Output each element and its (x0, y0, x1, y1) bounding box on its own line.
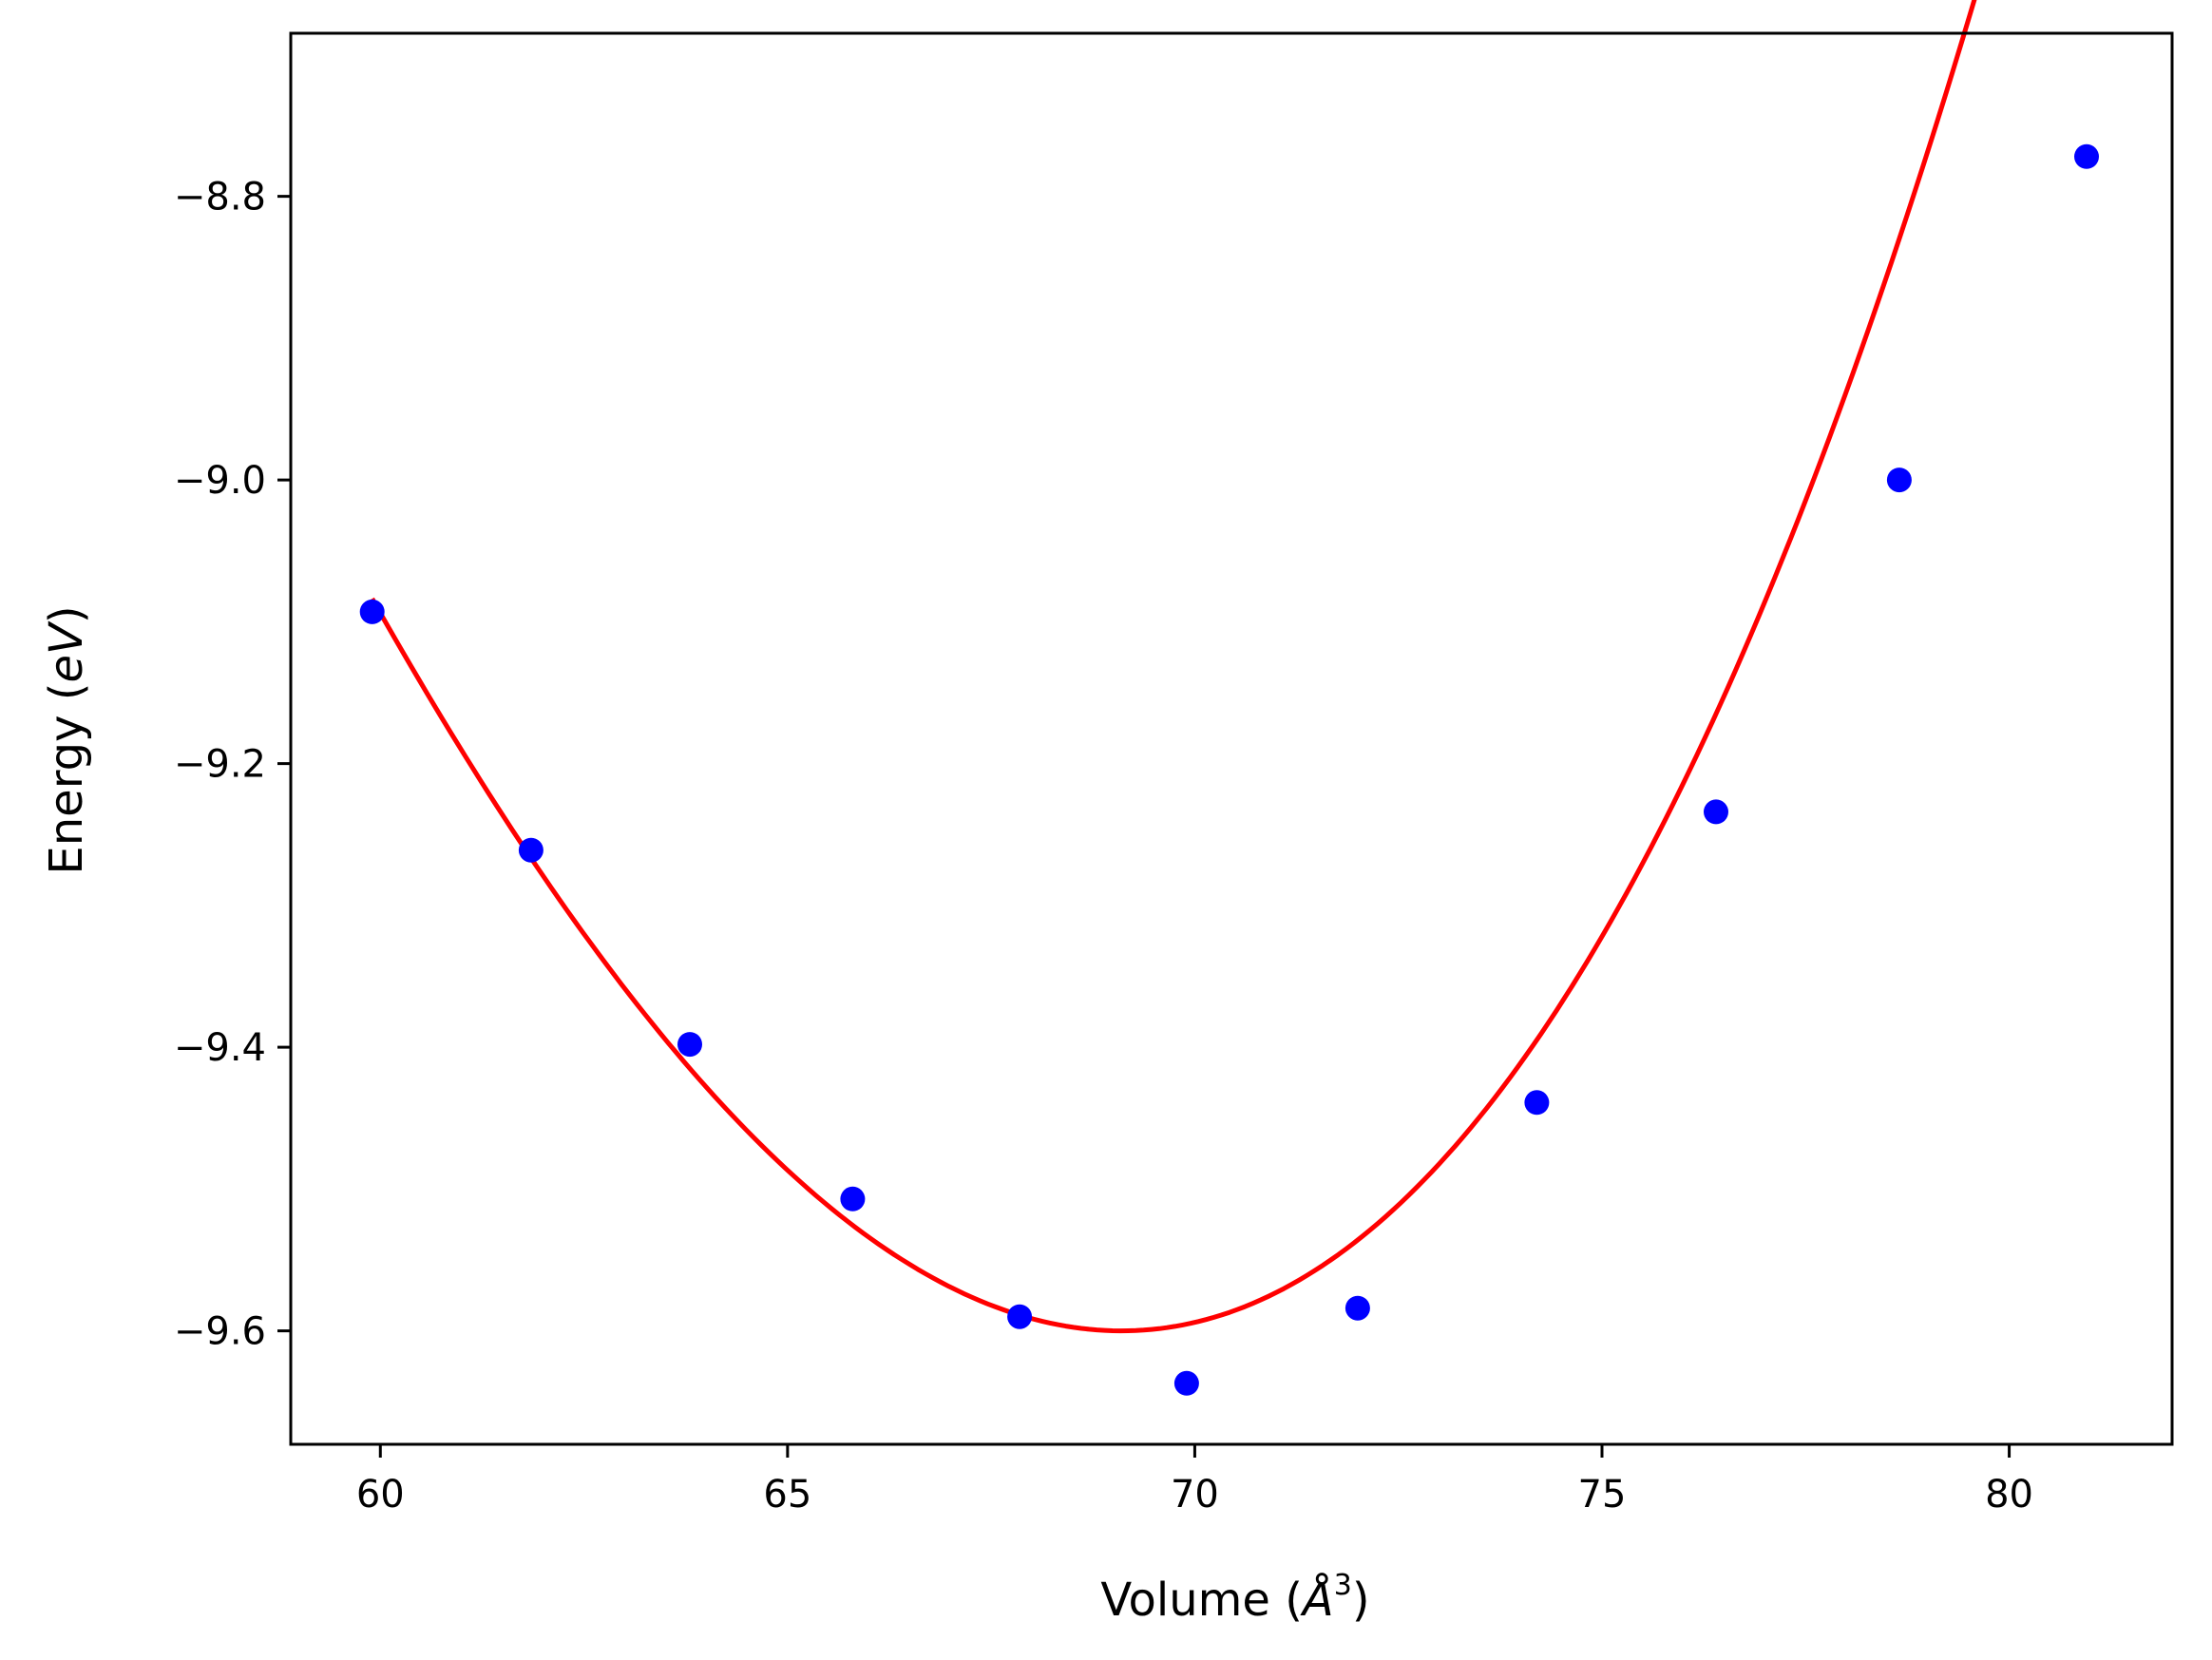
y-tick-label: −9.0 (174, 459, 266, 503)
y-tick-label: −9.2 (174, 743, 266, 787)
data-point (1704, 799, 1728, 825)
x-tick-label: 65 (763, 1473, 811, 1517)
data-point (359, 599, 385, 624)
y-tick-label: −9.4 (174, 1026, 266, 1070)
x-axis-title-suffix: ) (1352, 1574, 1370, 1627)
x-axis-title: Volume (Å3) (1100, 1569, 1369, 1627)
x-axis-title-symbol: Å (1300, 1573, 1334, 1627)
x-axis-title-prefix: Volume ( (1100, 1574, 1303, 1627)
y-axis-title-symbol: eV (40, 620, 93, 683)
data-point (2074, 143, 2099, 169)
data-point (518, 837, 543, 863)
x-tick-label: 80 (1985, 1473, 2033, 1517)
data-point (677, 1032, 702, 1058)
y-tick-label: −8.8 (174, 176, 266, 219)
y-tick-label: −9.6 (174, 1310, 266, 1354)
plot-area (289, 0, 2174, 1446)
plot-frame (289, 31, 2174, 1446)
x-tick-label: 70 (1171, 1473, 1219, 1517)
data-point (1344, 1295, 1370, 1321)
y-axis: −8.8 −9.0 −9.2 −9.4 −9.6 (174, 176, 291, 1354)
y-axis-title-prefix: Energy ( (40, 683, 93, 875)
data-point (1886, 467, 1912, 493)
y-axis-title-suffix: ) (40, 605, 93, 623)
data-point (840, 1186, 866, 1212)
y-axis-title: Energy (eV) (40, 605, 93, 874)
x-tick-label: 60 (356, 1473, 405, 1517)
fit-line (370, 0, 1977, 1334)
x-axis-title-superscript: 3 (1334, 1569, 1352, 1602)
data-point (1173, 1370, 1199, 1396)
data-point (1524, 1090, 1550, 1116)
x-tick-label: 75 (1578, 1473, 1627, 1517)
data-point (1007, 1304, 1033, 1329)
x-axis: 60 65 70 75 80 (356, 1444, 2033, 1517)
